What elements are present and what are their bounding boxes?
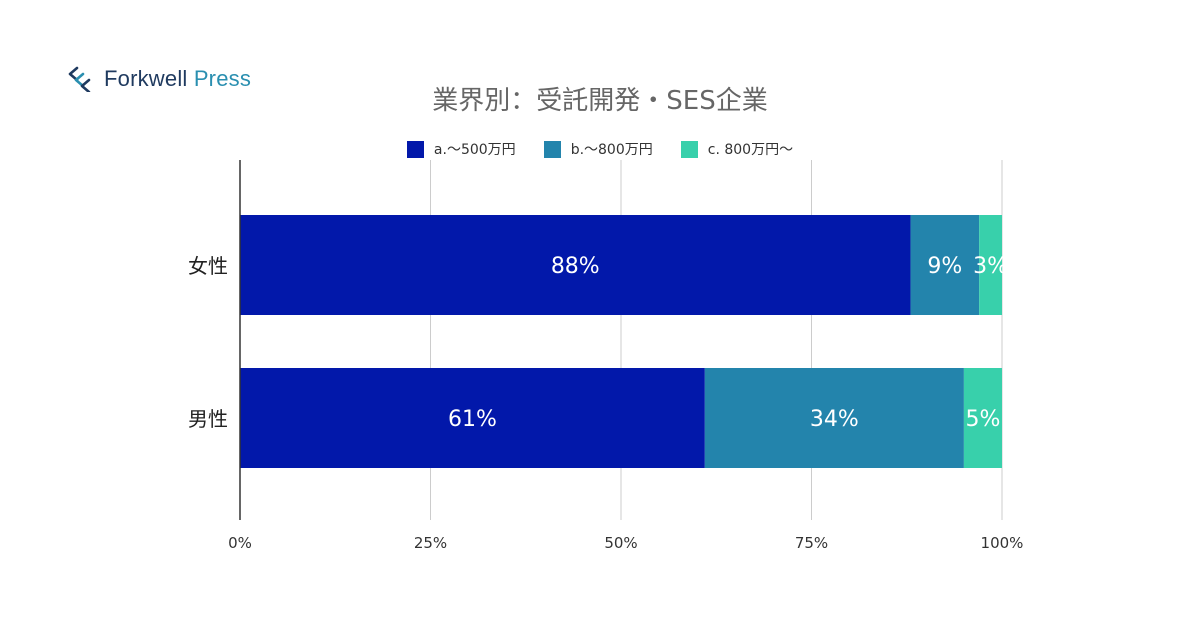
data-label: 9% <box>927 254 962 279</box>
legend-item-a: a.〜500万円 <box>406 139 516 159</box>
legend-swatch-b <box>543 140 561 158</box>
data-label: 88% <box>551 254 600 279</box>
x-tick-label: 0% <box>228 534 252 552</box>
bar-segment <box>963 368 1002 468</box>
chart-title: 業界別：受託開発・SES企業 <box>432 86 768 116</box>
bar-segment <box>240 215 911 315</box>
data-label: 34% <box>810 407 859 432</box>
forkwell-chevrons-icon <box>68 66 91 92</box>
logo-text: Forkwell Press <box>104 66 252 91</box>
data-label: 5% <box>965 407 1000 432</box>
x-tick-label: 75% <box>795 534 828 552</box>
data-label: 3% <box>973 254 1008 279</box>
bar-segment <box>704 368 964 468</box>
x-tick-label: 25% <box>414 534 447 552</box>
bar-segment <box>240 368 705 468</box>
legend-label-c: c. 800万円〜 <box>707 142 794 158</box>
legend-item-b: b.〜800万円 <box>543 139 653 159</box>
category-label: 男性 <box>188 407 228 431</box>
x-tick-label: 50% <box>604 534 637 552</box>
bar-segment <box>910 215 980 315</box>
x-tick-label: 100% <box>981 534 1024 552</box>
legend-item-c: c. 800万円〜 <box>680 139 794 159</box>
legend-label-a: a.〜500万円 <box>433 142 516 158</box>
bar-segment <box>979 215 1002 315</box>
legend-swatch-c <box>680 140 698 158</box>
forkwell-press-logo: Forkwell Press <box>68 66 251 92</box>
data-label: 61% <box>448 407 497 432</box>
legend-swatch-a <box>406 140 424 158</box>
chart-legend: a.〜500万円 b.〜800万円 c. 800万円〜 <box>0 139 1200 159</box>
legend-label-b: b.〜800万円 <box>570 142 653 158</box>
category-label: 女性 <box>188 254 228 278</box>
